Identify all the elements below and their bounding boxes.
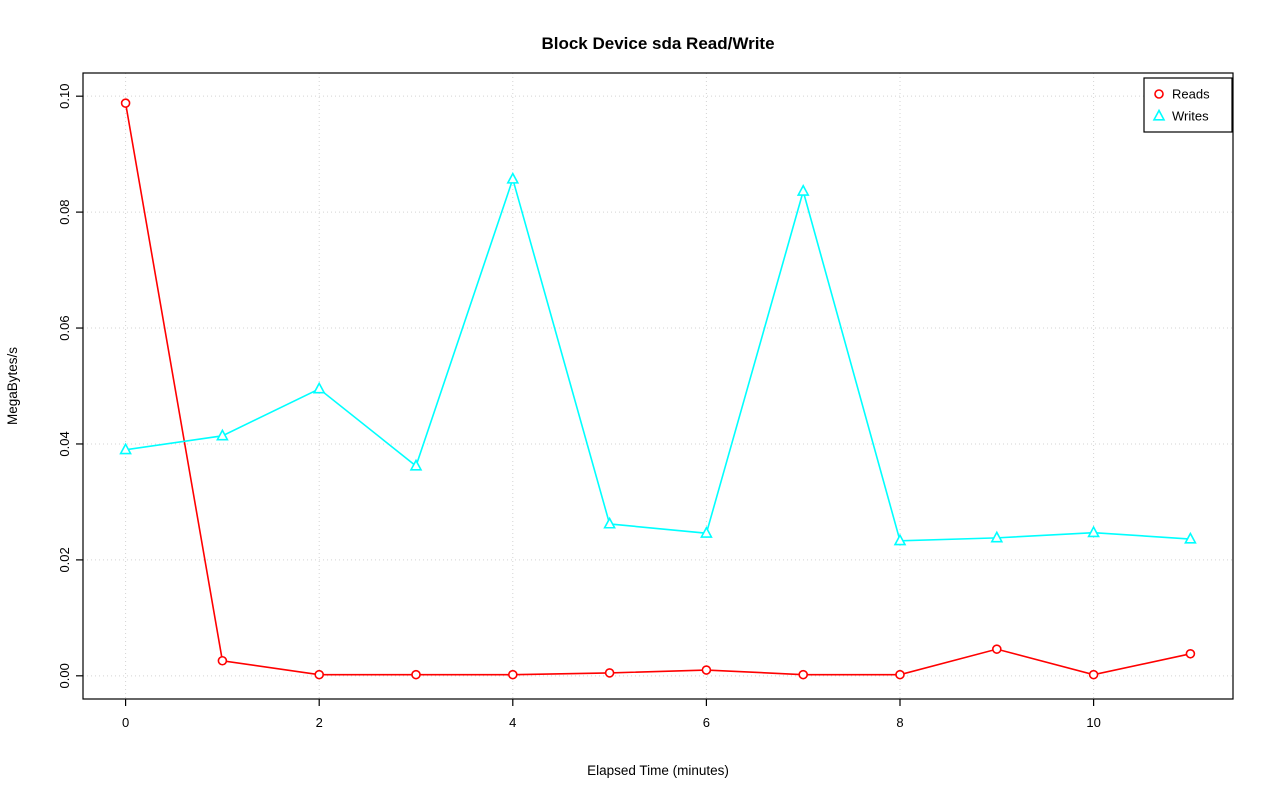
series-marker-reads: [314, 669, 324, 680]
series-marker-reads: [701, 665, 712, 675]
x-tick-label: 8: [896, 715, 903, 730]
series-line-reads: [124, 103, 1191, 676]
y-tick-label: 0.06: [57, 315, 72, 340]
plot-area: 0 2 4 6 8 10 0.00 0.02 0.04 0.06 0.08 0.10 Reads Writ…: [57, 72, 1234, 730]
series-marker-reads: [992, 644, 1002, 654]
x-tick-label: 4: [509, 715, 516, 730]
y-tick-label: 0.00: [57, 663, 72, 688]
y-tick-label: 0.08: [57, 199, 72, 224]
series-marker-reads: [120, 98, 131, 108]
series-marker-writes: [700, 526, 713, 538]
legend-label-writes: Writes: [1172, 109, 1209, 124]
series-marker-writes: [796, 184, 810, 196]
series-marker-reads: [217, 655, 228, 666]
chart-title: Block Device sda Read/Write: [541, 34, 774, 53]
y-tick-label: 0.02: [57, 547, 72, 572]
series-marker-writes: [603, 516, 616, 529]
series-marker-reads: [1185, 648, 1196, 659]
series-marker-writes: [990, 530, 1004, 543]
series-marker-writes: [216, 428, 229, 441]
legend-box: [1143, 77, 1233, 133]
x-tick-label: 6: [703, 715, 710, 730]
plot-box: [82, 72, 1234, 700]
legend-marker-writes: [1152, 108, 1166, 121]
y-tick-label: 0.04: [57, 431, 72, 456]
series-marker-reads: [507, 669, 518, 680]
series-marker-reads: [1088, 669, 1099, 680]
series-marker-writes: [312, 381, 326, 394]
legend-label-reads: Reads: [1172, 87, 1210, 102]
series-marker-reads: [604, 668, 615, 678]
y-axis-label: MegaBytes/s: [5, 347, 20, 425]
series-marker-writes: [1184, 531, 1197, 544]
series-line-writes: [125, 176, 1191, 542]
series-marker-reads: [895, 669, 905, 680]
series-marker-reads: [411, 669, 421, 680]
series-marker-writes: [119, 442, 132, 455]
series-marker-writes: [893, 533, 907, 546]
x-tick-label: 10: [1086, 715, 1100, 730]
series-marker-reads: [798, 669, 809, 680]
x-tick-label: 0: [122, 715, 129, 730]
y-tick-label: 0.10: [57, 84, 72, 109]
series-marker-writes: [506, 171, 520, 184]
legend-marker-reads: [1154, 89, 1164, 99]
series-marker-writes: [409, 458, 423, 471]
x-axis-label: Elapsed Time (minutes): [587, 763, 729, 778]
x-tick-label: 2: [316, 715, 323, 730]
series-marker-writes: [1087, 525, 1100, 538]
